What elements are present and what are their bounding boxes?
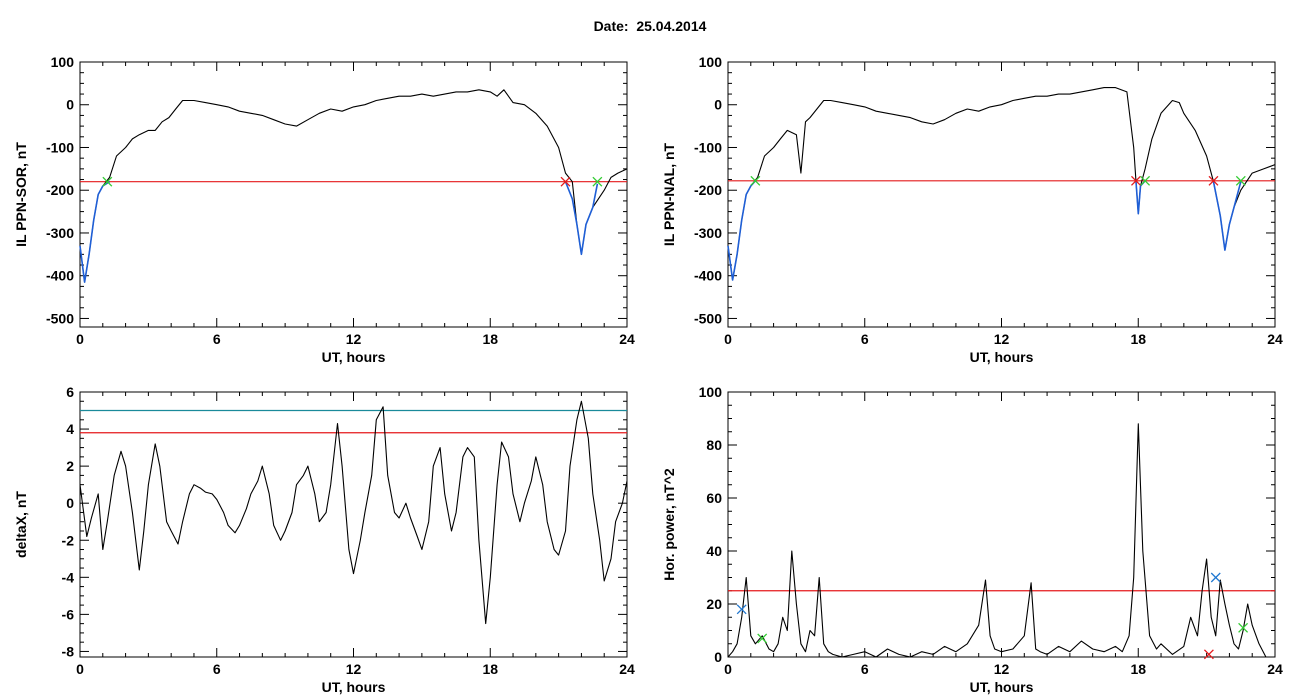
y-tick-label: -300 [694,225,722,241]
x-tick-label: 18 [1130,661,1146,677]
substorm-segment [564,181,599,256]
event-marker [1131,175,1141,186]
event-marker [1203,649,1214,660]
x-tick-label: 0 [724,331,732,347]
substorm-segment [1212,181,1242,251]
x-axis-title: UT, hours [322,349,386,365]
x-tick-label: 6 [861,661,869,677]
event-marker [736,604,747,615]
y-tick-label: 80 [706,437,722,453]
x-tick-label: 0 [724,661,732,677]
y-tick-label: -400 [694,268,722,284]
x-tick-label: 24 [1267,331,1283,347]
y-tick-label: 0 [66,495,74,511]
x-axis-title: UT, hours [970,679,1034,695]
event-marker [560,176,571,187]
y-tick-label: -100 [694,139,722,155]
y-tick-label: -500 [46,310,74,326]
event-marker [592,176,603,187]
y-tick-label: 0 [714,97,722,113]
y-tick-label: 60 [706,490,722,506]
x-tick-label: 6 [213,331,221,347]
x-tick-label: 12 [994,331,1010,347]
panel-il-ppn-nal: 0 6 12 18 24 100 0 -100 -200 -300 -400 -500 UT, hour… [661,54,1283,365]
y-tick-label: -400 [46,268,74,284]
y-tick-label: 2 [66,458,74,474]
y-tick-label: -300 [46,225,74,241]
event-marker [750,175,761,186]
event-marker [102,176,113,187]
x-tick-label: 12 [346,331,362,347]
y-tick-label: 4 [66,421,74,437]
y-tick-label: -8 [62,643,75,659]
x-axis-title: UT, hours [970,349,1034,365]
x-tick-label: 12 [994,661,1010,677]
series-line [79,400,628,625]
event-marker [1140,175,1151,186]
event-marker [1210,572,1221,583]
plot-frame [79,391,628,658]
plot-frame [79,61,628,328]
x-tick-label: 12 [346,661,362,677]
substorm-segment [79,181,111,283]
figure-title: Date: 25.04.2014 [593,18,707,34]
event-marker [1238,622,1249,633]
event-marker [757,633,768,644]
y-tick-label: -200 [46,182,74,198]
substorm-segment [727,180,756,281]
plot-frame [727,391,1276,658]
x-tick-label: 24 [1267,661,1283,677]
x-tick-label: 6 [861,331,869,347]
y-tick-label: -6 [62,606,75,622]
event-marker [1208,175,1219,186]
x-axis-title: UT, hours [322,679,386,695]
y-tick-label: 40 [706,543,722,559]
x-tick-label: 0 [76,661,84,677]
panel-il-ppn-sor: 0 6 12 18 24 100 0 -100 -200 -300 -400 -500 UT, hour… [13,54,635,365]
x-tick-label: 18 [1130,331,1146,347]
y-axis-title: IL PPN-NAL, nT [661,142,677,246]
y-axis-title: deltaX, nT [13,491,29,558]
series-line [727,423,1275,658]
plot-frame [727,61,1276,328]
y-tick-label: -2 [62,532,75,548]
y-tick-label: -500 [694,310,722,326]
y-tick-label: 100 [51,54,75,70]
series-line [727,87,1276,281]
x-tick-label: 0 [76,331,84,347]
y-tick-label: -200 [694,182,722,198]
y-tick-label: -100 [46,139,74,155]
y-tick-label: 0 [714,649,722,665]
x-tick-label: 18 [482,661,498,677]
y-tick-label: 0 [66,97,74,113]
y-tick-label: 100 [699,54,723,70]
y-tick-label: 20 [706,596,722,612]
y-tick-label: 100 [699,384,723,400]
x-tick-label: 24 [619,661,635,677]
x-tick-label: 6 [213,661,221,677]
event-marker [1235,175,1246,186]
x-tick-label: 18 [482,331,498,347]
y-tick-label: 6 [66,384,74,400]
y-tick-label: -4 [62,569,75,585]
panel-hor-power: 0 6 12 18 24 100 80 60 40 20 0 UT, hours Hor. power,… [661,384,1283,695]
y-axis-title: IL PPN-SOR, nT [13,142,29,247]
x-tick-label: 24 [619,331,635,347]
substorm-segment [1135,180,1146,215]
y-axis-title: Hor. power, nT^2 [661,468,677,581]
series-line [79,89,628,283]
panel-deltax: 0 6 12 18 24 6 4 2 0 -2 -4 -6 -8 UT, hours deltaX, nT [13,384,635,695]
